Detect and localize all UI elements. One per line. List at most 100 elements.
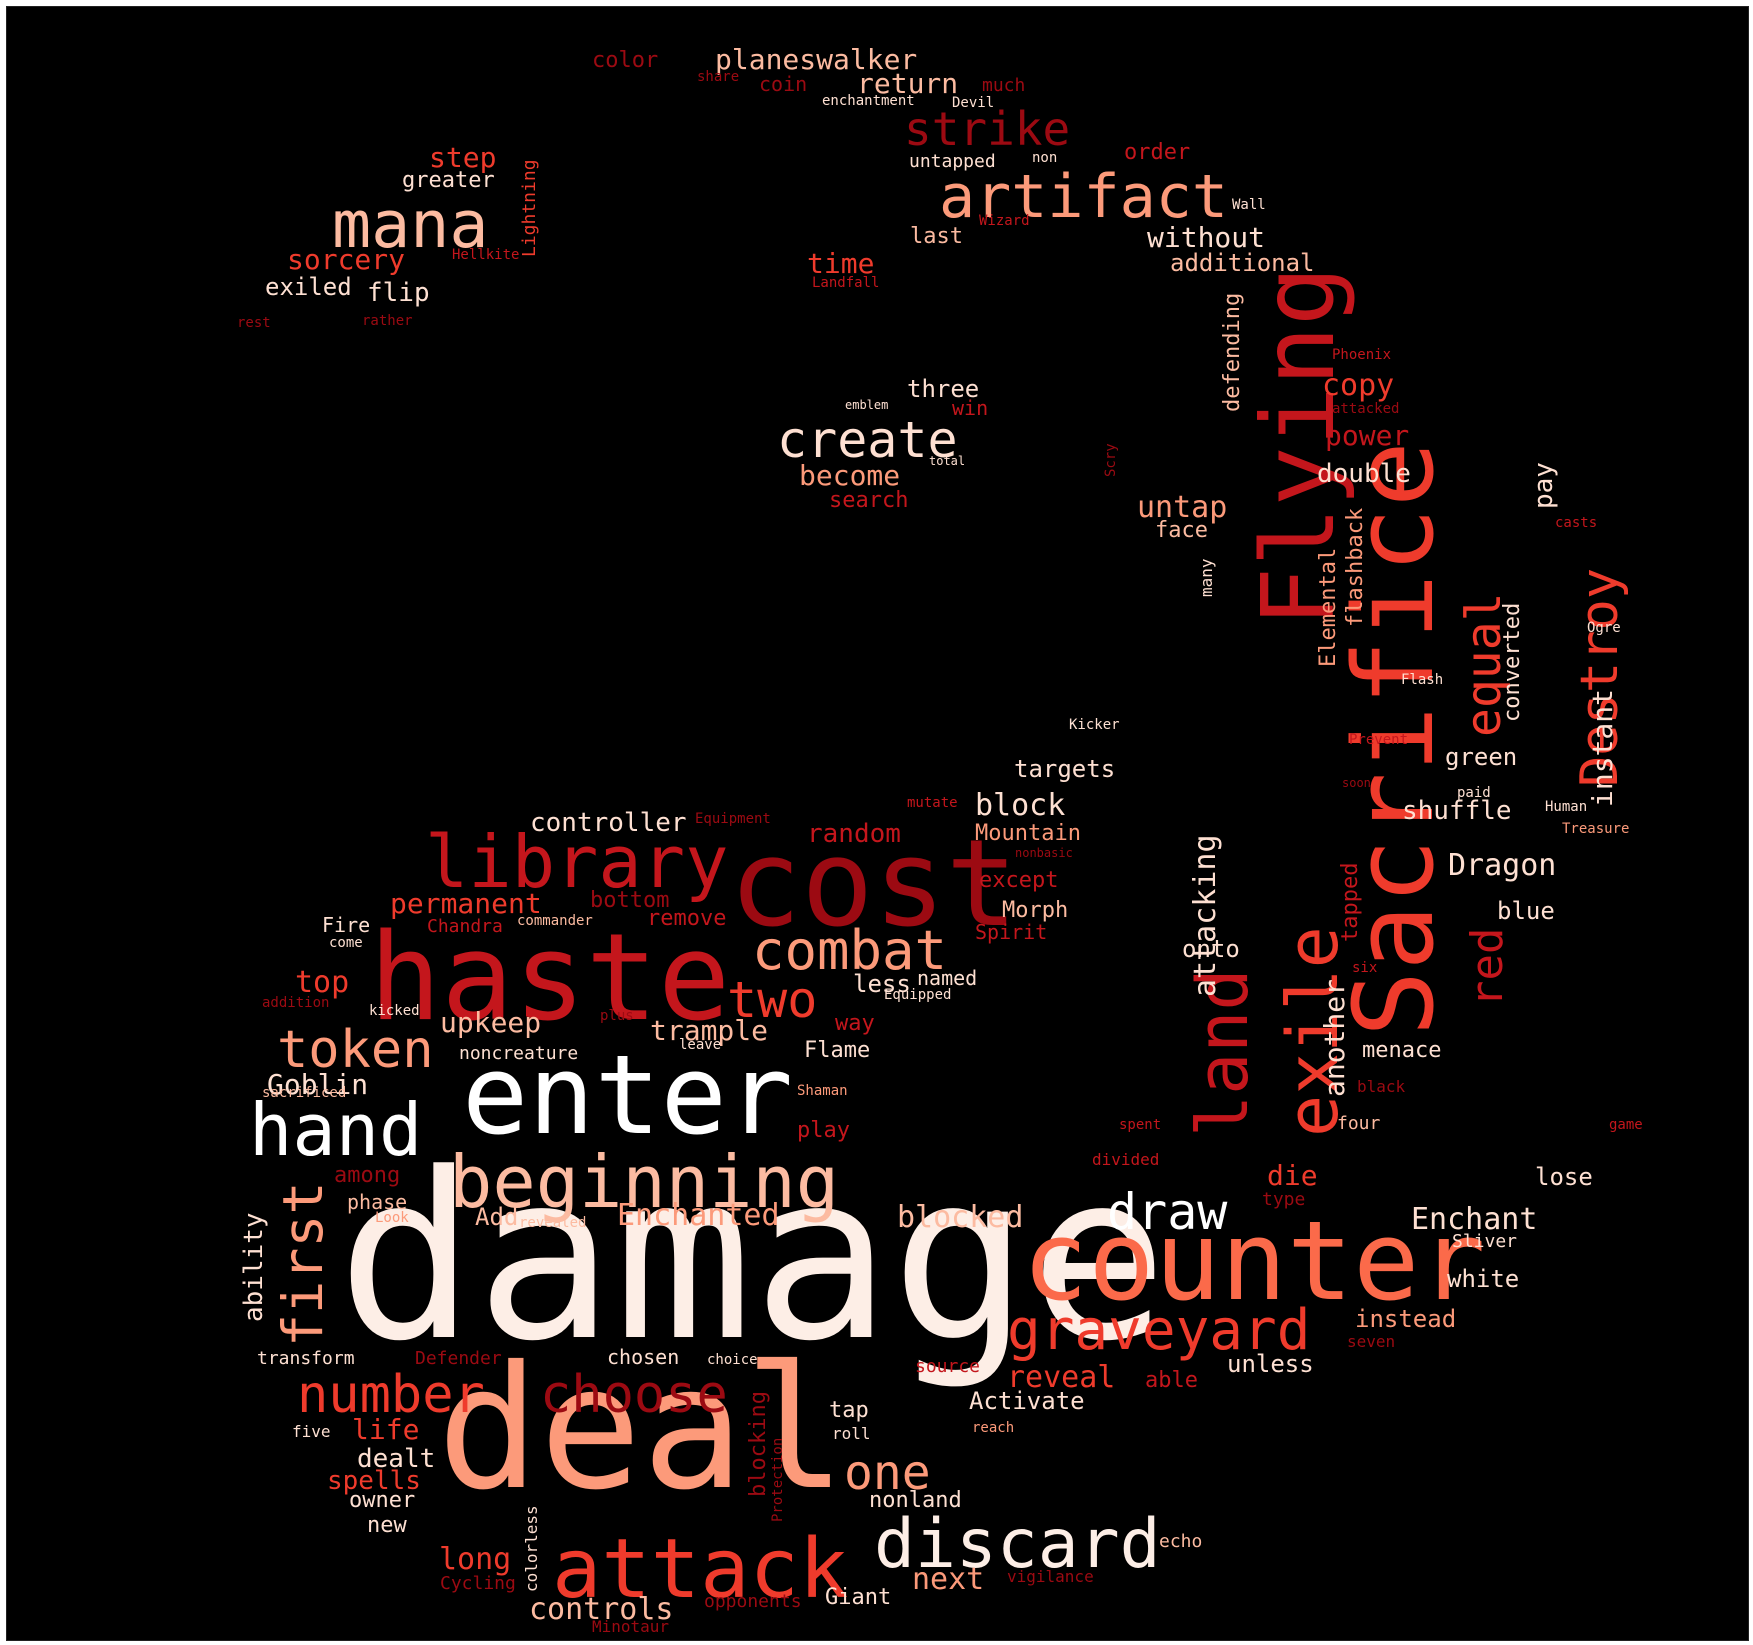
word-spirit: Spirit: [975, 920, 1047, 944]
word-step: step: [429, 141, 496, 174]
word-morph: Morph: [1002, 898, 1068, 923]
word-controls: controls: [529, 1592, 674, 1627]
word-search: search: [829, 488, 908, 513]
word-dragon: Dragon: [1448, 848, 1556, 883]
word-library: library: [425, 820, 728, 904]
word-ogre: Ogre: [1587, 620, 1621, 636]
word-two: two: [727, 971, 817, 1029]
word-giant: Giant: [825, 1585, 891, 1610]
word-last: last: [910, 224, 963, 249]
word-total: total: [929, 454, 965, 468]
word-flashback: flashback: [1343, 508, 1368, 627]
word-seven: seven: [1347, 1332, 1395, 1351]
word-spent: spent: [1119, 1117, 1161, 1133]
word-combat: combat: [752, 919, 947, 982]
word-come: come: [329, 935, 363, 951]
word-time: time: [807, 247, 874, 280]
word-return: return: [857, 67, 958, 100]
word-unless: unless: [1227, 1350, 1314, 1378]
word-flame: Flame: [804, 1038, 870, 1063]
word-upkeep: upkeep: [440, 1006, 541, 1039]
word-equipment: Equipment: [695, 811, 771, 827]
word-paid: paid: [1457, 785, 1491, 801]
word-create: create: [777, 411, 958, 469]
word-attack: attack: [552, 1522, 848, 1617]
word-sliver: Sliver: [1452, 1231, 1517, 1252]
word-nonbasic: nonbasic: [1015, 846, 1073, 860]
word-defending: defending: [1220, 293, 1245, 412]
word-copy: copy: [1322, 368, 1394, 403]
word-four: four: [1337, 1113, 1381, 1134]
word-converted: converted: [1500, 603, 1525, 722]
word-destroy: Destroy: [1570, 568, 1630, 787]
word-token: token: [277, 1020, 434, 1080]
word-draw: draw: [1107, 1183, 1228, 1241]
word-mana: mana: [332, 188, 489, 263]
word-commander: commander: [517, 913, 593, 929]
word-look: Look: [375, 1210, 409, 1226]
word-many: many: [1197, 558, 1216, 597]
word-share: share: [697, 69, 739, 85]
word-non: non: [1032, 150, 1057, 166]
word-sacrificed: sacrificed: [262, 1085, 346, 1101]
word-instead: instead: [1355, 1305, 1456, 1333]
word-sacrifice: Sacrifice: [1330, 441, 1458, 1037]
word-owner: owner: [349, 1488, 415, 1513]
word-cycling: Cycling: [440, 1573, 516, 1594]
word-nonland: nonland: [869, 1488, 962, 1513]
word-equal: equal: [1456, 593, 1512, 738]
word-soon: soon: [1342, 776, 1371, 790]
word-untap: untap: [1137, 490, 1227, 525]
word-play: play: [797, 1118, 850, 1143]
word-become: become: [799, 459, 900, 492]
word-block: block: [975, 788, 1065, 823]
word-revealed: revealed: [519, 1215, 586, 1231]
word-cost: cost: [729, 815, 1018, 954]
word-way: way: [835, 1011, 875, 1036]
word-beginning: beginning: [449, 1140, 839, 1224]
word-vigilance: vigilance: [1007, 1567, 1094, 1586]
word-defender: Defender: [415, 1348, 502, 1369]
word-blocking: blocking: [746, 1391, 771, 1497]
word-six: six: [1352, 960, 1377, 976]
word-green: green: [1445, 743, 1517, 771]
word-leave: leave: [679, 1037, 721, 1053]
word-cloud-frame: damage deal haste cost enter counter Sacrifice…: [6, 6, 1749, 1641]
word-black: black: [1357, 1077, 1406, 1096]
word-landfall: Landfall: [812, 275, 879, 291]
word-planeswalker: planeswalker: [715, 43, 917, 76]
word-additional: additional: [1170, 249, 1315, 277]
word-greater: greater: [402, 168, 495, 193]
word-exile: exile: [1272, 926, 1354, 1137]
word-choice: choice: [707, 1352, 758, 1368]
word-mutate: mutate: [907, 795, 958, 811]
word-flying: Flying: [1240, 266, 1357, 627]
word-new: new: [367, 1513, 407, 1538]
word-artifact: artifact: [939, 162, 1228, 232]
word-enchanted: Enchanted: [617, 1198, 780, 1233]
word-dealt: dealt: [357, 1444, 435, 1474]
word-prevent: Prevent: [1349, 732, 1408, 748]
word-kicked: kicked: [369, 1003, 420, 1019]
word-spells: spells: [327, 1466, 421, 1496]
word-controller: controller: [530, 808, 687, 838]
word-pay: pay: [1529, 462, 1559, 509]
word-one: one: [844, 1445, 931, 1501]
word-lightning: Lightning: [519, 159, 540, 257]
word-trample: trample: [650, 1014, 768, 1047]
word-divided: divided: [1092, 1150, 1159, 1169]
word-long: long: [439, 1542, 511, 1577]
word-untapped: untapped: [909, 151, 996, 172]
word-goblin: Goblin: [267, 1068, 368, 1101]
word-blocked: blocked: [897, 1200, 1023, 1235]
word-attacked: attacked: [1332, 401, 1399, 417]
word-shuffle: shuffle: [1402, 796, 1512, 826]
word-hand: hand: [249, 1088, 422, 1172]
word-next: next: [912, 1562, 984, 1597]
word-wizard: Wizard: [979, 213, 1030, 229]
word-casts: casts: [1555, 515, 1597, 531]
word-phoenix: Phoenix: [1332, 347, 1391, 363]
word-graveyard: graveyard: [1007, 1298, 1310, 1363]
word-discard: discard: [874, 1505, 1161, 1584]
